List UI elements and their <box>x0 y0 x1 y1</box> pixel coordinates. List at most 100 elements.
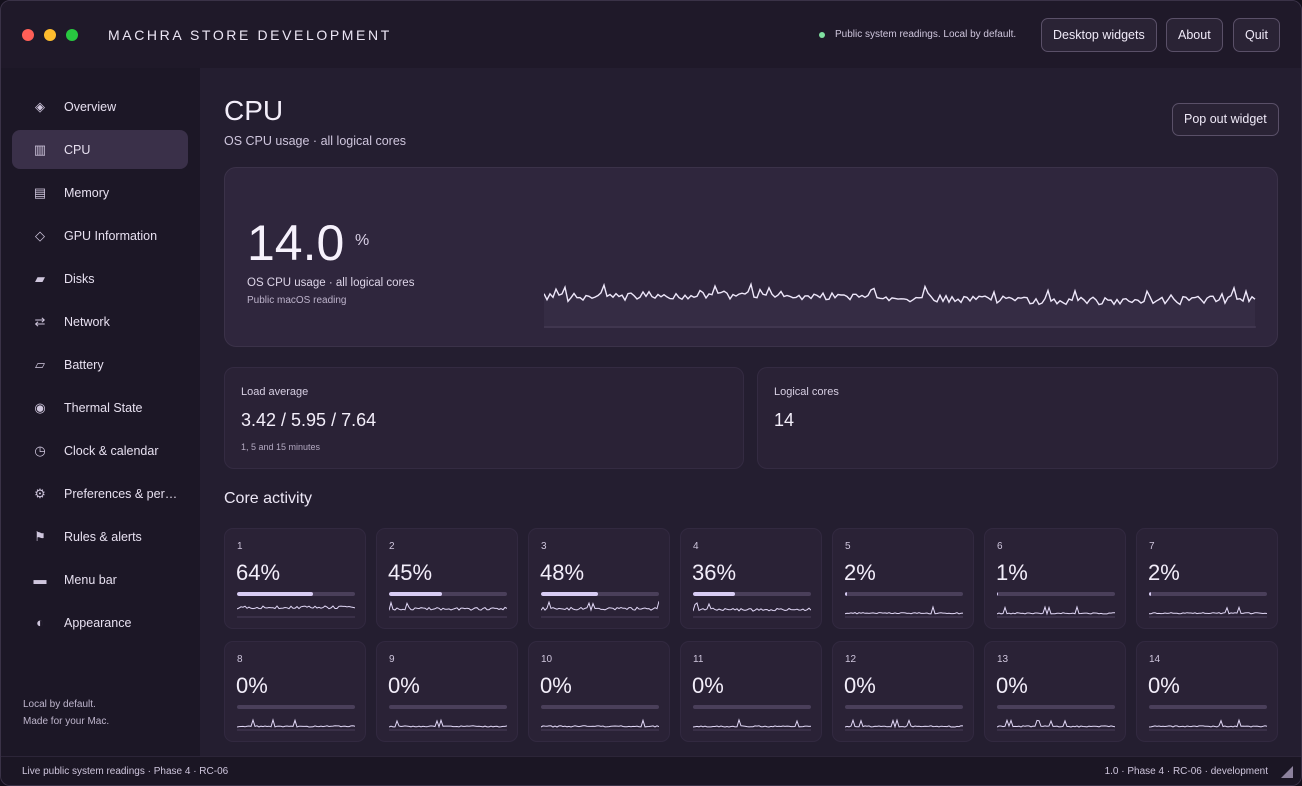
core-sparkline <box>389 718 507 731</box>
sidebar-item-label: CPU <box>64 142 91 157</box>
sidebar-item-memory[interactable]: ▤ Memory <box>12 173 188 212</box>
core-card: 2 45% <box>376 528 518 629</box>
sidebar-item-cpu[interactable]: ▥ CPU <box>12 130 188 169</box>
sidebar-item-label: Preferences & per… <box>64 486 178 501</box>
appearance-icon: ◐ <box>36 615 44 630</box>
clock-icon: ◷ <box>34 442 46 458</box>
disk-icon: ▰ <box>35 270 45 286</box>
flag-icon: ⚑ <box>34 528 46 544</box>
sidebar-item-menu-bar[interactable]: ▬ Menu bar <box>12 560 188 599</box>
core-usage-fill <box>389 592 443 596</box>
sidebar-item-thermal-state[interactable]: ◉ Thermal State <box>12 388 188 427</box>
memory-icon: ▤ <box>33 184 47 200</box>
sidebar-item-label: Overview <box>64 99 117 114</box>
cpu-usage-unit: % <box>355 232 370 249</box>
sidebar-item-overview[interactable]: ◈ Overview <box>12 87 188 126</box>
core-number: 6 <box>997 541 1003 552</box>
cpu-usage-card: 14.0 % OS CPU usage · all logical cores … <box>224 167 1278 347</box>
sidebar-item-appearance[interactable]: ◐ Appearance <box>12 603 188 642</box>
core-usage-bar <box>389 705 507 709</box>
sidebar-item-clock-calendar[interactable]: ◷ Clock & calendar <box>12 431 188 470</box>
core-usage-fill <box>237 592 313 596</box>
sidebar: Local by default. Made for your Mac. ◈ Ov… <box>1 68 200 756</box>
logical-cores-card: Logical cores 14 <box>757 367 1278 469</box>
sidebar-item-label: Battery <box>64 357 104 372</box>
pop-out-widget-button[interactable]: Pop out widget <box>1172 103 1279 136</box>
core-card: 3 48% <box>528 528 670 629</box>
gpu-icon: ◇ <box>35 227 45 243</box>
sidebar-item-label: Menu bar <box>64 572 117 587</box>
logical-cores-value: 14 <box>774 410 795 430</box>
load-average-note: 1, 5 and 15 minutes <box>241 442 321 452</box>
core-usage-fill <box>997 592 999 596</box>
core-usage-value: 0% <box>844 673 876 698</box>
status-bar: Live public system readings · Phase 4 · … <box>1 756 1301 785</box>
diamond-icon: ◈ <box>35 98 45 114</box>
close-window-button[interactable] <box>22 29 34 41</box>
core-usage-bar <box>997 705 1115 709</box>
core-card: 9 0% <box>376 641 518 742</box>
sidebar-item-network[interactable]: ⇄ Network <box>12 302 188 341</box>
core-usage-value: 1% <box>996 560 1028 585</box>
sidebar-item-battery[interactable]: ▱ Battery <box>12 345 188 384</box>
page-subtitle: OS CPU usage · all logical cores <box>224 134 407 148</box>
title-bar: MACHRA STORE DEVELOPMENT Public system r… <box>1 1 1301 68</box>
core-sparkline <box>541 600 659 618</box>
sidebar-item-label: Clock & calendar <box>64 443 159 458</box>
sidebar-item-label: Network <box>64 314 110 329</box>
core-usage-value: 0% <box>540 673 572 698</box>
core-sparkline <box>693 602 811 618</box>
core-usage-value: 36% <box>692 560 737 585</box>
core-card: 13 0% <box>984 641 1126 742</box>
core-usage-bar <box>845 592 963 596</box>
page-title: CPU <box>224 95 284 126</box>
app-title: MACHRA STORE DEVELOPMENT <box>108 27 392 43</box>
sidebar-item-label: Rules & alerts <box>64 529 142 544</box>
sidebar-item-preferences-per[interactable]: ⚙ Preferences & per… <box>12 474 188 513</box>
about-button[interactable]: About <box>1166 18 1223 52</box>
sidebar-item-gpu-information[interactable]: ◇ GPU Information <box>12 216 188 255</box>
sidebar-item-rules-alerts[interactable]: ⚑ Rules & alerts <box>12 517 188 556</box>
quit-button[interactable]: Quit <box>1233 18 1280 52</box>
core-sparkline <box>237 718 355 731</box>
core-number: 9 <box>389 654 395 665</box>
sidebar-item-label: Memory <box>64 185 110 200</box>
core-usage-value: 0% <box>236 673 268 698</box>
core-usage-bar <box>1149 592 1267 596</box>
sidebar-footer-line: Local by default. <box>23 699 96 710</box>
minimize-window-button[interactable] <box>44 29 56 41</box>
core-usage-value: 48% <box>540 560 585 585</box>
core-number: 11 <box>693 654 704 665</box>
logical-cores-label: Logical cores <box>774 386 839 398</box>
zoom-window-button[interactable] <box>66 29 78 41</box>
core-sparkline <box>237 605 355 618</box>
desktop-widgets-button[interactable]: Desktop widgets <box>1041 18 1157 52</box>
core-sparkline <box>845 605 963 618</box>
sidebar-footer-line: Made for your Mac. <box>23 716 110 727</box>
resize-grip-icon[interactable] <box>1281 766 1293 778</box>
core-number: 12 <box>845 654 857 665</box>
load-average-card: Load average 3.42 / 5.95 / 7.64 1, 5 and… <box>224 367 744 469</box>
battery-icon: ▱ <box>35 356 45 372</box>
sidebar-item-label: Appearance <box>64 615 132 630</box>
core-card: 6 1% <box>984 528 1126 629</box>
core-sparkline <box>845 718 963 731</box>
cpu-usage-source: Public macOS reading <box>247 295 347 306</box>
core-sparkline <box>997 605 1115 618</box>
status-text: Public system readings. Local by default… <box>835 29 1017 40</box>
sidebar-item-disks[interactable]: ▰ Disks <box>12 259 188 298</box>
core-number: 5 <box>845 541 851 552</box>
core-usage-bar <box>693 705 811 709</box>
core-card: 1 64% <box>224 528 366 629</box>
core-usage-value: 0% <box>692 673 724 698</box>
core-usage-bar <box>997 592 1115 596</box>
cpu-usage-label: OS CPU usage · all logical cores <box>247 277 415 289</box>
core-usage-bar <box>845 705 963 709</box>
core-usage-bar <box>237 592 355 596</box>
core-sparkline <box>389 600 507 618</box>
core-number: 1 <box>237 541 243 552</box>
core-sparkline <box>1149 718 1267 731</box>
load-average-value: 3.42 / 5.95 / 7.64 <box>241 410 377 430</box>
sidebar-item-label: GPU Information <box>64 228 158 243</box>
